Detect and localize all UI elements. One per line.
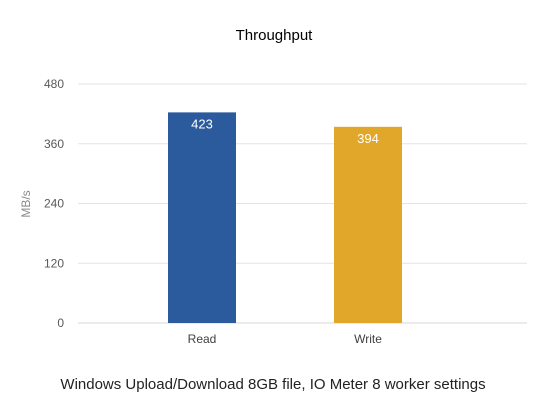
y-axis-label: MB/s — [19, 190, 33, 217]
y-tick-label: 120 — [44, 256, 64, 270]
chart-title: Throughput — [236, 27, 314, 44]
data-label-read: 423 — [191, 116, 213, 131]
data-label-write: 394 — [357, 131, 379, 146]
x-tick-label-read: Read — [188, 332, 217, 346]
y-tick-label: 360 — [44, 137, 64, 151]
y-tick-label: 0 — [57, 316, 64, 330]
bar-write — [334, 126, 402, 323]
bars — [168, 112, 402, 323]
x-tick-label-write: Write — [354, 332, 382, 346]
y-tick-label: 480 — [44, 77, 64, 91]
gridlines — [78, 83, 527, 324]
y-tick-label: 240 — [44, 197, 64, 211]
labels: 0 120 240 360 480 423 Read 394 Write — [44, 77, 382, 346]
bar-read — [168, 112, 236, 323]
chart-caption: Windows Upload/Download 8GB file, IO Met… — [60, 376, 485, 393]
